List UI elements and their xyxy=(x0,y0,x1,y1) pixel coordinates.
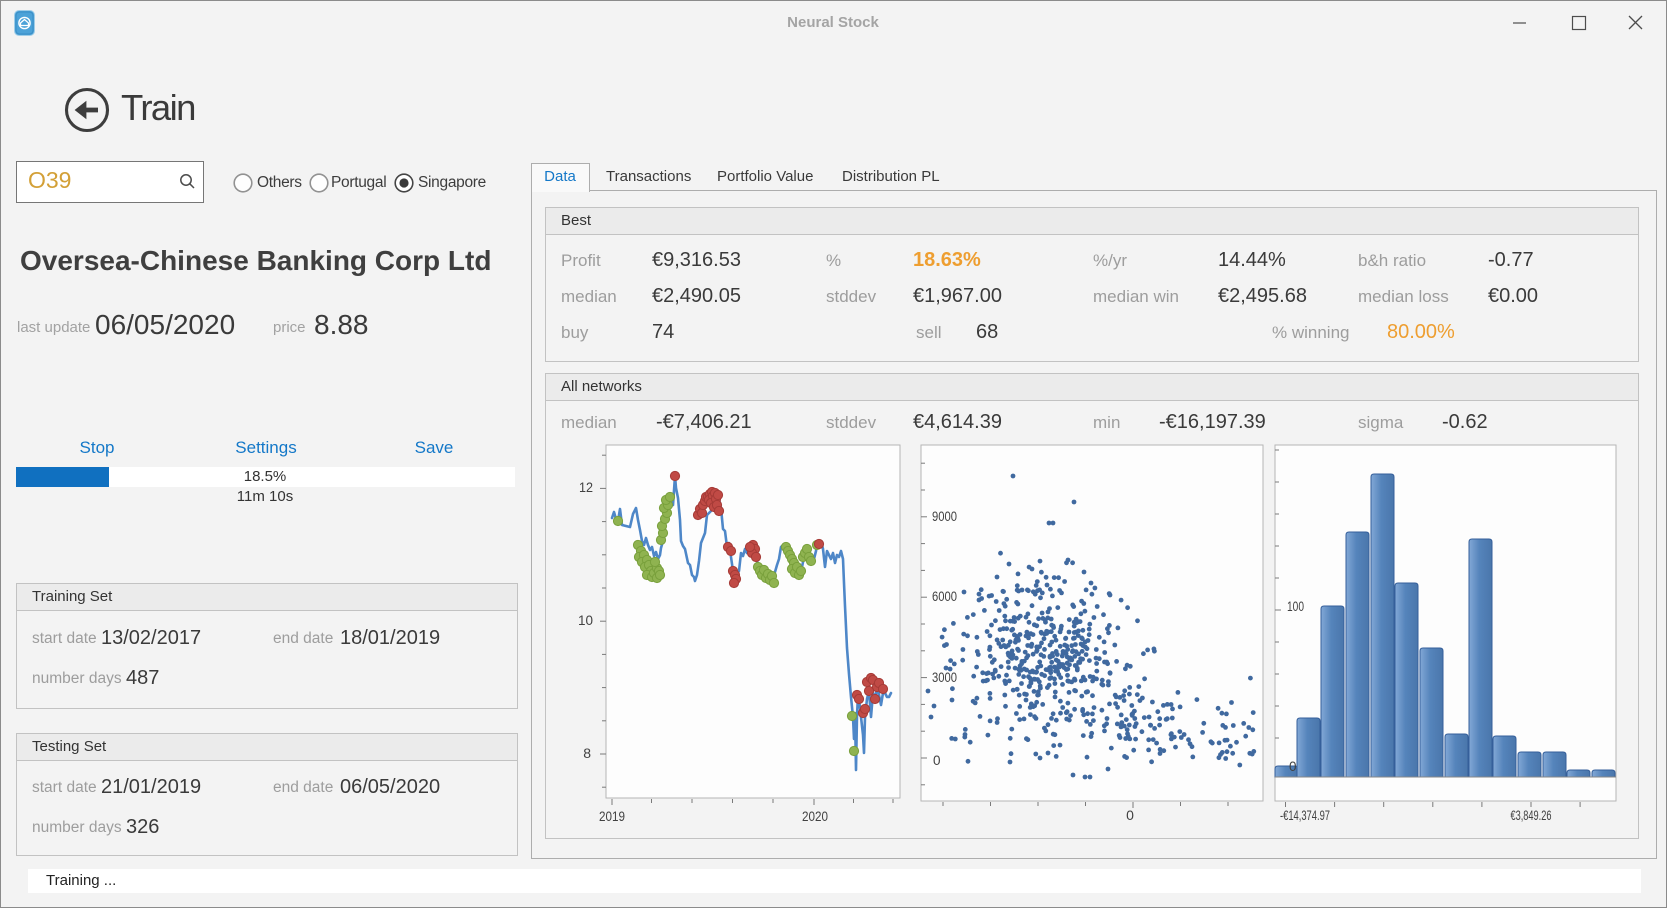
svg-text:0: 0 xyxy=(1289,759,1297,774)
svg-text:9000: 9000 xyxy=(932,509,957,524)
svg-text:12: 12 xyxy=(579,479,593,495)
svg-text:2020: 2020 xyxy=(802,808,828,824)
svg-text:2019: 2019 xyxy=(599,808,625,824)
svg-text:6000: 6000 xyxy=(932,589,957,604)
svg-text:8: 8 xyxy=(583,745,591,761)
svg-text:€3,849.26: €3,849.26 xyxy=(1511,807,1552,823)
svg-text:3000: 3000 xyxy=(932,670,957,685)
svg-text:100: 100 xyxy=(1287,599,1304,614)
svg-text:-€14,374.97: -€14,374.97 xyxy=(1280,807,1330,823)
svg-text:0: 0 xyxy=(1126,807,1134,823)
svg-text:10: 10 xyxy=(578,612,593,628)
svg-text:0: 0 xyxy=(933,753,941,768)
